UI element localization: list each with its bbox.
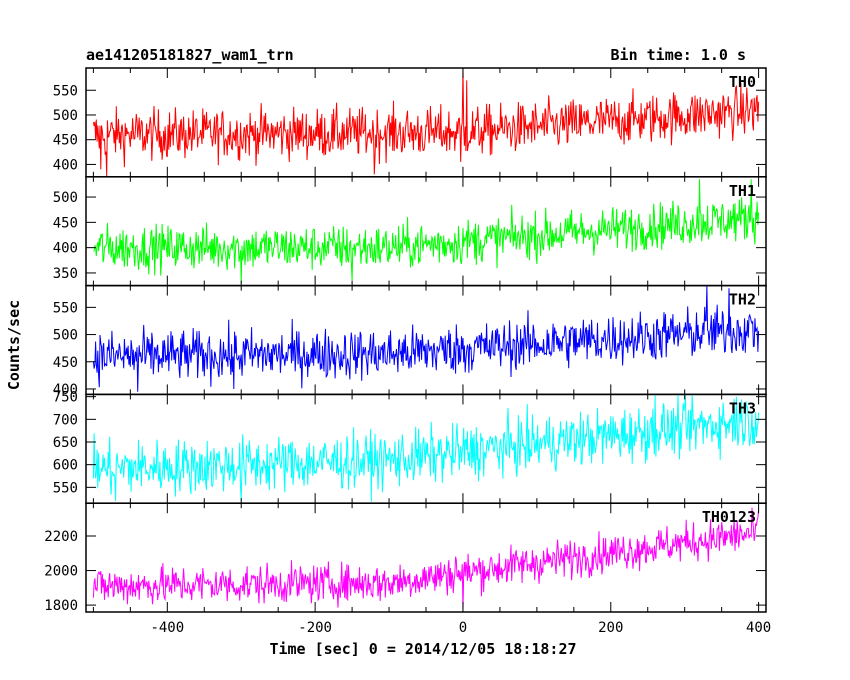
y-tick-label: 500 <box>53 190 78 206</box>
panel-label: TH0123 <box>702 508 756 526</box>
y-tick-label: 650 <box>53 435 78 451</box>
panel-th1: 350 400 450 500 TH1 <box>53 176 767 287</box>
x-axis-label: Time [sec] 0 = 2014/12/05 18:18:27 <box>269 640 576 658</box>
y-tick-label: 450 <box>53 215 78 231</box>
panel-th3: 550 600 650 700 750 TH3 <box>53 390 767 504</box>
series-line-th1 <box>93 179 760 284</box>
panel-th0: 400 450 500 550 TH0 <box>53 67 767 178</box>
panels: 400 450 500 550 TH0 350 400 450 500 TH1 400 450 500 5… <box>44 67 771 636</box>
y-tick-label: 400 <box>53 382 78 398</box>
bin-time-label: Bin time: 1.0 s <box>611 46 746 64</box>
chart-title: ae141205181827_wam1_trn <box>86 46 294 64</box>
y-tick-label: 1800 <box>44 598 78 614</box>
y-tick-label: 500 <box>53 328 78 344</box>
y-tick-label: 450 <box>53 355 78 371</box>
y-tick-label: 2200 <box>44 529 78 545</box>
x-tick-label: 200 <box>598 620 623 636</box>
x-tick-label: 0 <box>459 620 467 636</box>
series-line-th2 <box>92 285 760 392</box>
y-tick-label: 600 <box>53 458 78 474</box>
y-tick-label: 400 <box>53 241 78 257</box>
y-tick-label: 750 <box>53 390 78 406</box>
y-tick-label: 2000 <box>44 564 78 580</box>
y-axis-label: Counts/sec <box>5 300 23 390</box>
panel-label: TH0 <box>729 73 756 91</box>
panel-label: TH3 <box>729 399 756 417</box>
series-line-th3 <box>92 394 760 502</box>
panel-th2: 400 450 500 550 TH2 <box>53 284 767 398</box>
y-tick-label: 350 <box>53 266 78 282</box>
y-tick-label: 550 <box>53 83 78 99</box>
y-tick-label: 400 <box>53 157 78 173</box>
y-tick-label: 500 <box>53 108 78 124</box>
series-line-th0123 <box>92 507 760 611</box>
x-tick-label: 400 <box>746 620 771 636</box>
panel-frame <box>85 284 767 396</box>
panel-frame <box>85 502 767 613</box>
series-line-th0 <box>92 67 760 177</box>
panel-label: TH2 <box>729 291 756 309</box>
x-tick-label: -200 <box>298 620 332 636</box>
y-tick-label: 550 <box>53 300 78 316</box>
panel-th0123: 1800 2000 2200 TH0123 <box>44 502 767 614</box>
panel-label: TH1 <box>729 182 756 200</box>
y-tick-label: 550 <box>53 480 78 496</box>
x-tick-label: -400 <box>150 620 184 636</box>
y-tick-label: 450 <box>53 133 78 149</box>
y-tick-label: 700 <box>53 412 78 428</box>
